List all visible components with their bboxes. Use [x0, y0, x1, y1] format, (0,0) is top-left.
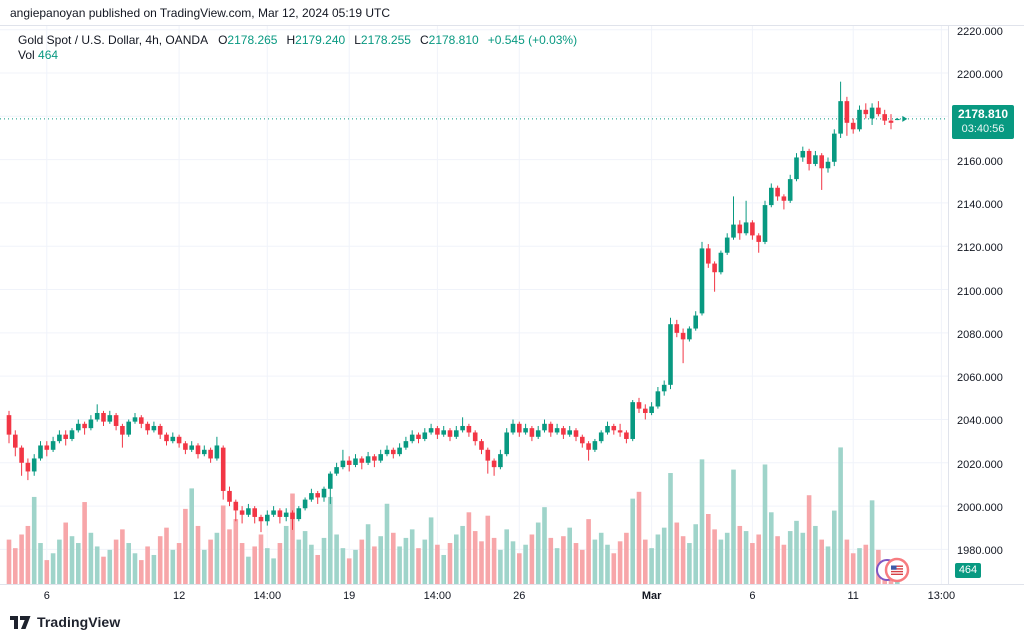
volume-badge: 464	[955, 563, 981, 578]
last-price-value: 2178.810	[957, 106, 1009, 121]
bar-countdown: 03:40:56	[961, 122, 1005, 135]
price-axis-label: 2100.000	[957, 285, 1003, 298]
time-axis-label: 26	[513, 590, 526, 602]
tradingview-link[interactable]: TradingView	[10, 614, 120, 630]
close-value: 2178.810	[428, 33, 479, 47]
time-axis-label: 11	[847, 590, 859, 602]
last-price-badge: 2178.810 03:40:56	[952, 104, 1014, 139]
chart-pane[interactable]	[0, 26, 948, 584]
price-axis-label: 2020.000	[957, 458, 1003, 471]
time-axis-label: 13:00	[927, 590, 956, 602]
price-axis-label: 2080.000	[957, 328, 1003, 341]
price-axis-label: 2220.000	[957, 25, 1003, 38]
low-label: L	[354, 33, 361, 47]
price-axis-label: 2040.000	[957, 415, 1003, 428]
close-label: C	[419, 33, 429, 47]
time-axis-label: Mar	[641, 590, 662, 602]
price-axis-label: 2120.000	[957, 242, 1003, 255]
price-axis-label: 2060.000	[957, 372, 1003, 385]
open-label: O	[218, 33, 228, 47]
high-value: 2179.240	[295, 33, 346, 47]
low-value: 2178.255	[360, 33, 411, 47]
change-value: +0.545 (+0.03%)	[487, 33, 578, 47]
price-axis-label: 1980.000	[957, 545, 1003, 558]
attribution-text: angiepanoyan published on TradingView.co…	[10, 6, 391, 20]
volume-bars	[6, 447, 900, 584]
current-price-marker	[902, 115, 908, 122]
economic-event-us-flag-icon[interactable]	[876, 557, 910, 583]
time-axis-label: 6	[43, 590, 50, 602]
candles-series	[6, 81, 900, 533]
symbol-title: Gold Spot / U.S. Dollar, 4h, OANDA	[18, 33, 209, 47]
candlestick-chart-canvas[interactable]	[0, 26, 948, 584]
tradingview-logo-icon	[10, 615, 31, 629]
header-divider	[0, 25, 1024, 26]
time-axis-label: 6	[749, 590, 756, 602]
time-axis[interactable]: 6 12 14:00 19 14:00 26 Mar 6 11 13:00	[0, 584, 1024, 609]
volume-value: 464	[38, 48, 59, 62]
price-axis-label: 2140.000	[957, 198, 1003, 211]
gridlines	[0, 26, 948, 584]
price-axis-label: 2160.000	[957, 155, 1003, 168]
volume-label: Vol	[18, 48, 35, 62]
time-axis-label: 19	[343, 590, 356, 602]
time-axis-label: 14:00	[423, 590, 452, 602]
tradingview-brand-text: TradingView	[37, 614, 121, 630]
time-axis-label: 12	[172, 590, 186, 602]
price-axis-label: 2000.000	[957, 502, 1003, 515]
high-label: H	[286, 33, 296, 47]
open-value: 2178.265	[227, 33, 278, 47]
time-axis-label: 14:00	[253, 590, 282, 602]
price-axis-label: 2200.000	[957, 69, 1003, 81]
chart-legend: Gold Spot / U.S. Dollar, 4h, OANDA O2178.…	[18, 33, 577, 63]
